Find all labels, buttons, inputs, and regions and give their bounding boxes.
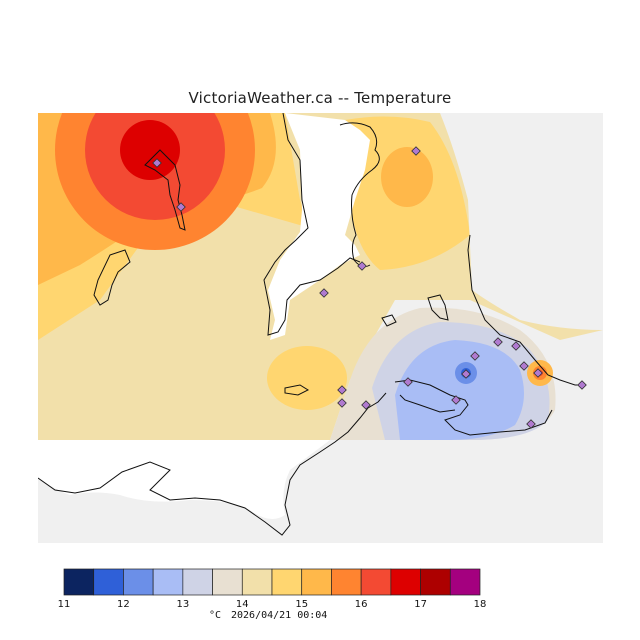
coast-island-east (427, 294, 449, 321)
station-marker[interactable] (493, 337, 503, 347)
station-marker[interactable] (451, 395, 461, 405)
legend-tick-label: 17 (414, 599, 427, 610)
legend-bin (390, 568, 421, 596)
coast-island-north (144, 149, 186, 231)
legend-tick-label: 18 (474, 599, 487, 610)
legend-bin (420, 568, 451, 596)
legend-bin (212, 568, 243, 596)
station-marker[interactable] (319, 288, 329, 298)
legend-bins (63, 568, 481, 596)
coast-east-inlet (339, 122, 380, 268)
station-marker[interactable] (526, 419, 536, 429)
coast-island-west (93, 249, 131, 306)
station-marker[interactable] (470, 351, 480, 361)
legend-ticks: 11 12 13 14 15 16 17 18 (58, 599, 487, 610)
station-marker[interactable] (403, 377, 413, 387)
coast-island-south (284, 384, 310, 396)
coast-sooke (399, 394, 456, 413)
legend-unit: °C (209, 610, 221, 621)
contour-17 (120, 120, 180, 180)
legend-bin (93, 568, 124, 596)
coast-south-shore (38, 392, 387, 536)
legend-tick-label: 16 (355, 599, 368, 610)
coast-east-peninsula (467, 234, 585, 386)
contour-15-south (267, 346, 347, 410)
water-inlet (268, 113, 370, 340)
legend-bin (182, 568, 213, 596)
coast-island-small (381, 314, 397, 327)
station-marker[interactable] (511, 341, 521, 351)
legend-tick-label: 15 (295, 599, 308, 610)
legend-bin (152, 568, 184, 596)
no-data-east (560, 113, 603, 543)
contour-12-5 (395, 340, 524, 440)
station-marker[interactable] (411, 146, 421, 156)
contour-15-5-east (381, 147, 433, 207)
station-marker[interactable] (337, 398, 347, 408)
station-marker[interactable] (461, 369, 471, 379)
station-marker[interactable] (357, 261, 367, 271)
station-marker[interactable] (533, 368, 543, 378)
coast-north-inlet (263, 113, 361, 336)
map-title: VictoriaWeather.ca -- Temperature (188, 89, 452, 107)
legend-tick-label: 11 (58, 599, 71, 610)
legend-bin (360, 568, 392, 596)
legend-tick-label: 13 (176, 599, 189, 610)
legend-bin (301, 568, 332, 596)
station-marker[interactable] (152, 158, 162, 168)
station-marker[interactable] (337, 385, 347, 395)
legend-bin (63, 568, 95, 596)
legend-bin (331, 568, 362, 596)
station-marker[interactable] (577, 380, 587, 390)
coast-victoria (394, 379, 553, 436)
station-marker[interactable] (519, 361, 529, 371)
legend-bin (241, 568, 273, 596)
legend-timestamp: 2026/04/21 00:04 (231, 610, 327, 621)
legend-bin (271, 568, 303, 596)
legend-bin (123, 568, 154, 596)
no-data-northeast (440, 113, 603, 330)
legend-bin (449, 568, 481, 596)
legend-tick-label: 12 (117, 599, 130, 610)
station-marker[interactable] (176, 202, 186, 212)
legend-tick-label: 14 (236, 599, 249, 610)
station-marker[interactable] (361, 400, 371, 410)
water-south (38, 440, 330, 519)
